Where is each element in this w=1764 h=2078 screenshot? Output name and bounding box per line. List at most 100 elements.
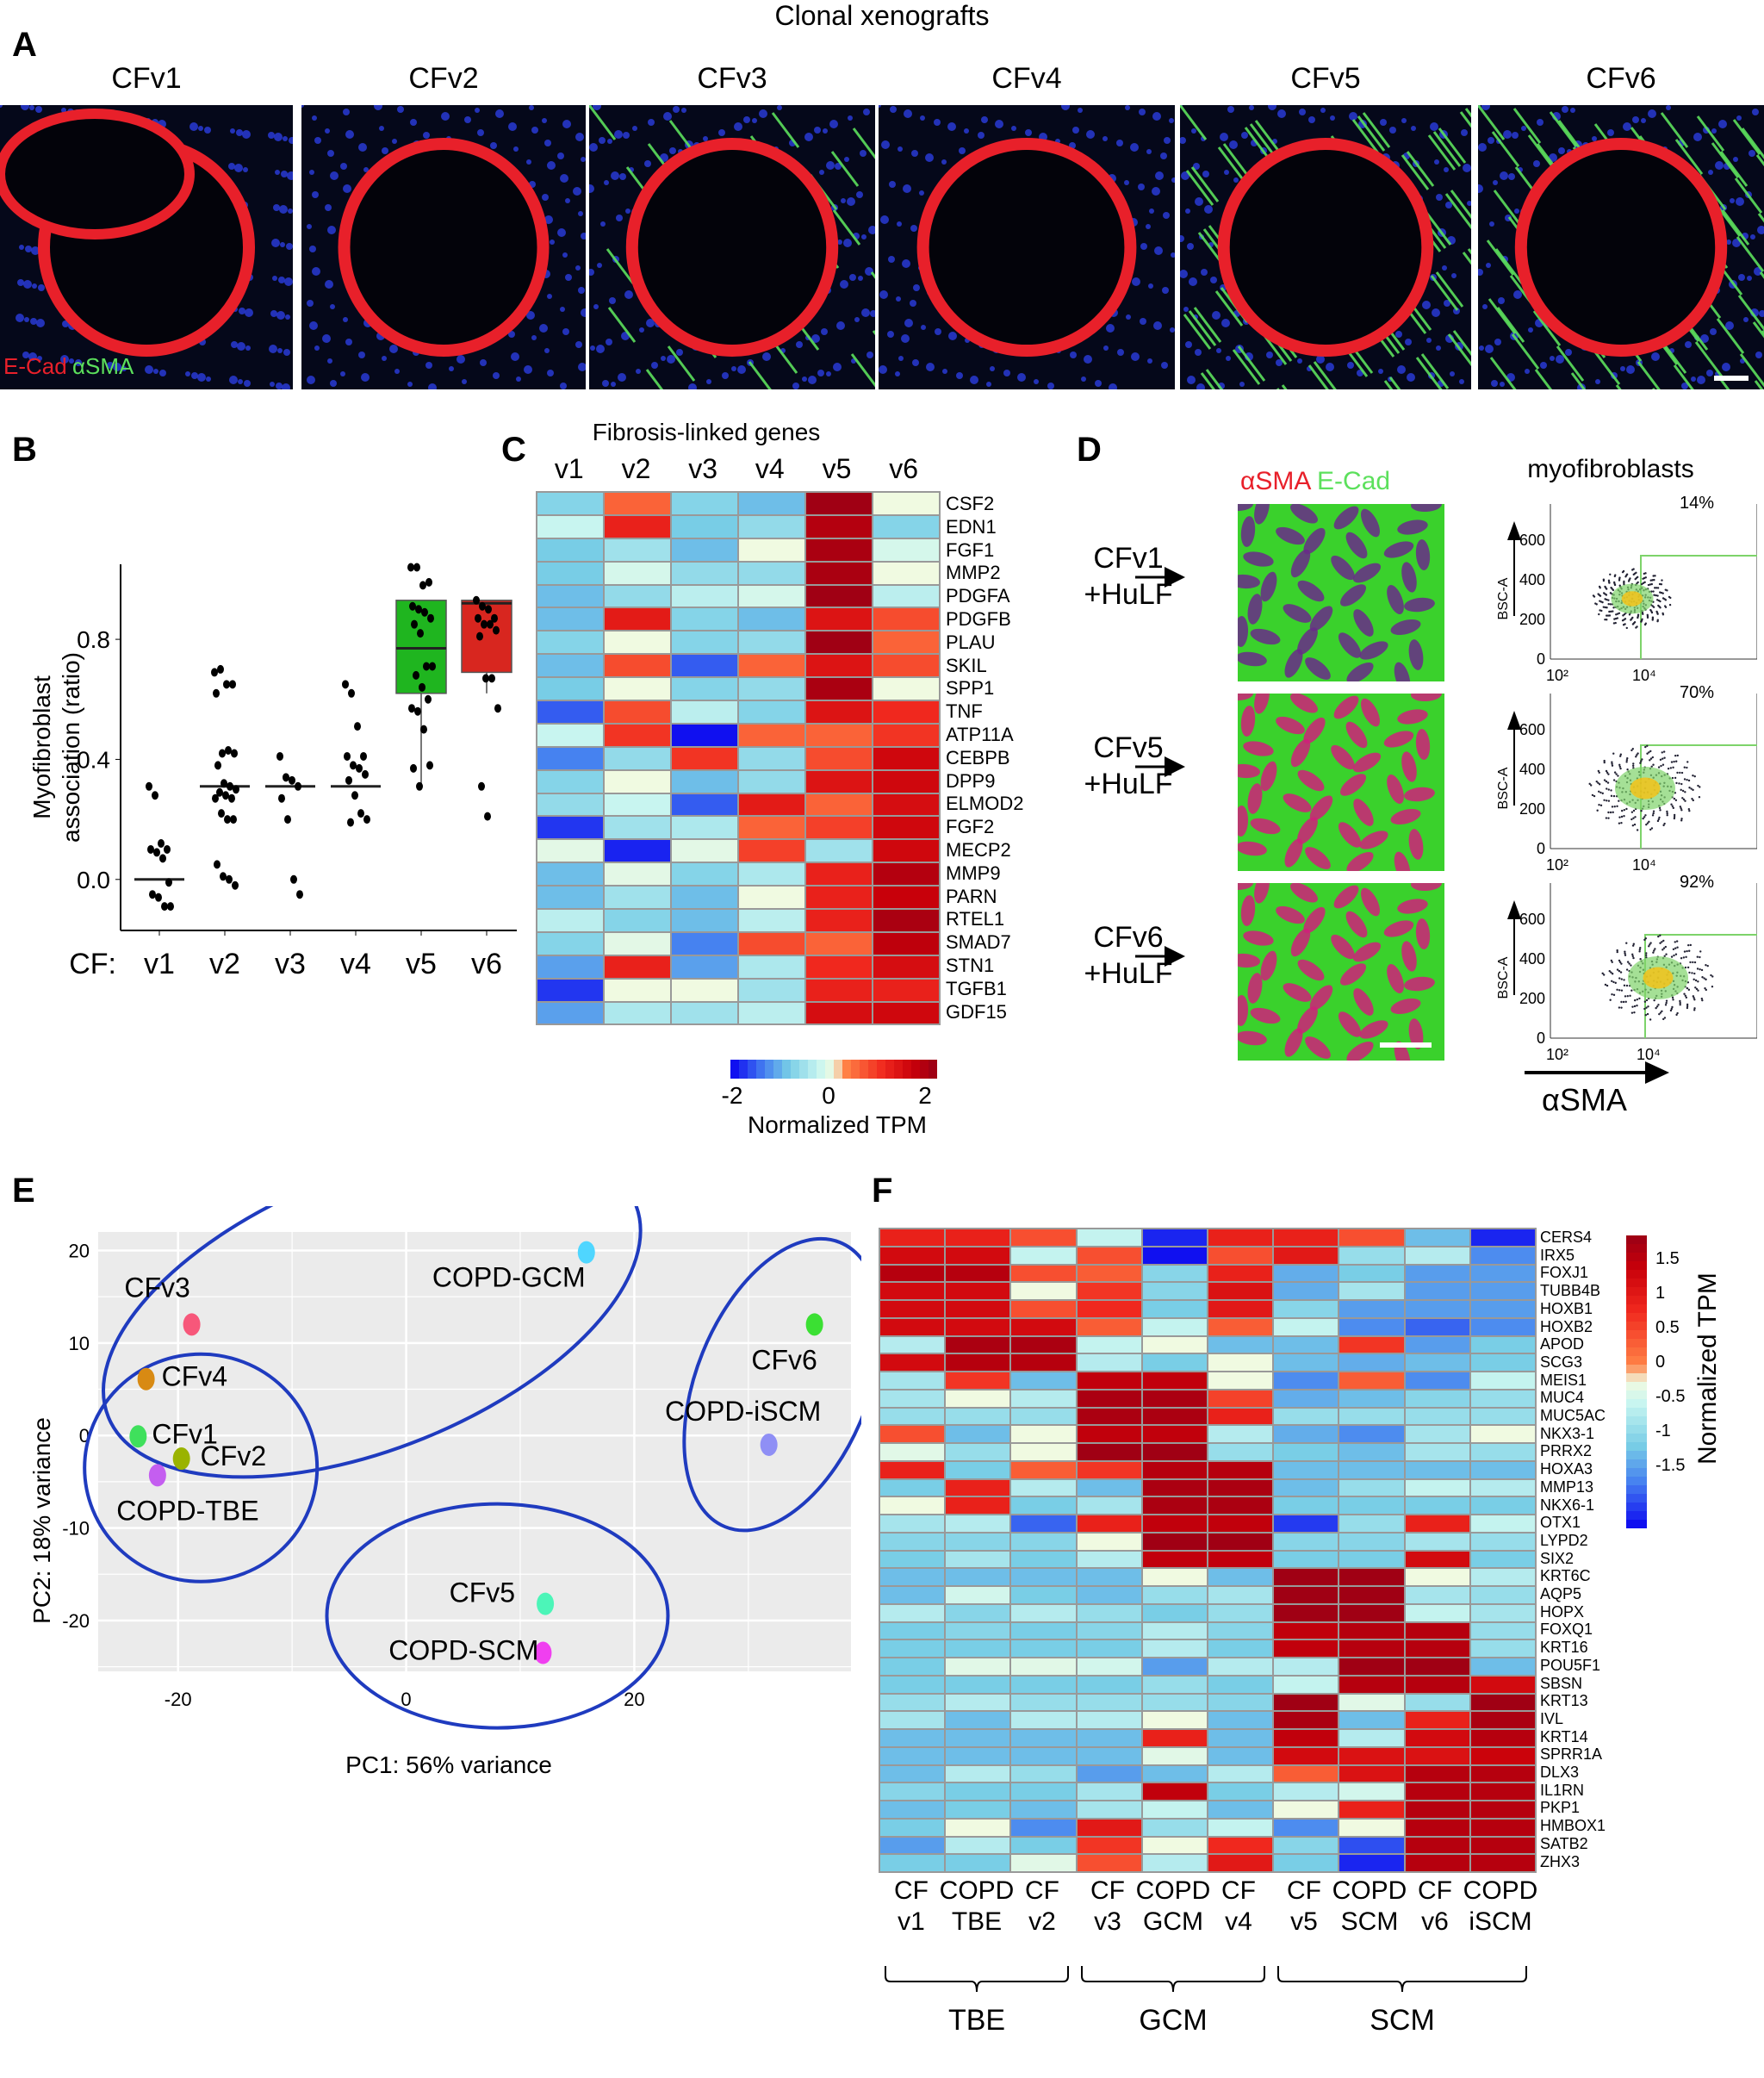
gene-label: CERS4 [1540,1229,1593,1246]
gene-label: MMP9 [946,862,1001,884]
heatmap-cell [1470,1604,1535,1621]
heatmap-cell [1077,1694,1141,1711]
heatmap-cell [1339,1229,1404,1246]
gene-label: ELMOD2 [946,793,1024,815]
heatmap-cell [1274,1229,1339,1246]
colorbar-step [1626,1503,1647,1511]
heatmap-cell [739,724,804,746]
heatmap-grid [536,491,941,1026]
colorbar-step [1626,1304,1647,1313]
heatmap-cell [1077,1408,1141,1425]
column-label-bottom: v1 [898,1907,925,1936]
heatmap-cell [1339,1622,1404,1639]
heatmap-cell [1208,1497,1273,1515]
heatmap-cell [880,1372,945,1389]
heatmap-cell [1208,1247,1273,1264]
heatmap-cell [672,562,737,584]
heatmap-cell [1274,1765,1339,1782]
heatmap-cell [946,1747,1010,1764]
heatmap-cell [739,979,804,1001]
gene-label: FOXQ1 [1540,1621,1593,1639]
svg-text:200: 200 [1519,800,1545,818]
heatmap-cell [1405,1247,1469,1264]
heatmap-cell [739,700,804,723]
heatmap-cell [946,1640,1010,1658]
colorbar-label: Normalized TPM [748,1111,927,1138]
column-label-bottom: v5 [1290,1907,1318,1936]
colorbar-step [1626,1373,1647,1382]
heatmap-cell [1208,1265,1273,1282]
gene-label: MMP2 [946,562,1001,584]
svg-text:COPD-TBE: COPD-TBE [116,1495,258,1526]
heatmap-cell [880,1390,945,1407]
heatmap-cell [880,1676,945,1693]
heatmap-cell [1339,1301,1404,1317]
colorbar-step [773,1060,782,1079]
heatmap-cell [1405,1676,1469,1693]
heatmap-cell [1405,1533,1469,1550]
gene-label: HOPX [1540,1602,1585,1621]
heatmap-cell [1011,1730,1076,1746]
colorbar-step [877,1060,885,1079]
heatmap-cell [1077,1640,1141,1658]
heatmap-cell [739,655,804,677]
heatmap-cell [1274,1855,1339,1872]
heatmap-cell [1011,1283,1076,1300]
heatmap-cell [1470,1622,1535,1639]
colorbar-step [1626,1399,1647,1408]
svg-text:400: 400 [1519,950,1545,967]
heatmap-cell [880,1855,945,1872]
heatmap-cell [1011,1765,1076,1782]
heatmap-cell [806,631,872,654]
heatmap-cell [1405,1461,1469,1478]
gene-label: HOXA3 [1540,1460,1593,1478]
heatmap-cell [946,1587,1010,1603]
gene-label: NKX6-1 [1540,1496,1595,1514]
heatmap-cell [672,493,737,514]
svg-text:20: 20 [69,1240,90,1261]
panel-d-title: myofibroblasts [1527,455,1694,483]
gene-label: LYPD2 [1540,1531,1588,1549]
heatmap-cell [1011,1479,1076,1496]
heatmap-cell [1142,1819,1207,1836]
heatmap-cell [873,585,939,607]
heatmap-cell [1339,1712,1404,1729]
heatmap-cell [1208,1622,1273,1639]
heatmap-cell [605,840,670,862]
heatmap-cell [880,1587,945,1603]
heatmap-cell [1208,1658,1273,1675]
heatmap-cell [1405,1640,1469,1658]
heatmap-cell [946,1730,1010,1746]
heatmap-cell [1274,1569,1339,1586]
colorbar-step [1626,1425,1647,1434]
heatmap-cell [880,1819,945,1836]
gene-label: MUC5AC [1540,1407,1606,1424]
heatmap-cell [1274,1336,1339,1353]
asma-legend: αSMA [1240,467,1310,495]
heatmap-cell [1405,1426,1469,1443]
heatmap-cell [1208,1551,1273,1568]
colorbar-step [1626,1408,1647,1416]
heatmap-cell [1077,1587,1141,1603]
heatmap-cell [537,863,603,886]
gene-label: KRT6C [1540,1567,1591,1585]
heatmap-cell [1011,1604,1076,1621]
colorbar-step [1626,1520,1647,1528]
arrow-icon [1135,754,1187,784]
heatmap-cell [946,1497,1010,1515]
heatmap-cell [1274,1658,1339,1675]
condition-label: CFv1 [1093,542,1164,575]
gene-label: SPRR1A [1540,1745,1603,1764]
heatmap-cell [1470,1247,1535,1264]
colorbar-step [885,1060,894,1079]
svg-text:-10: -10 [62,1518,90,1540]
heatmap-cell [1011,1515,1076,1532]
gene-label: PDGFB [946,608,1011,630]
heatmap-cell [1405,1837,1469,1854]
heatmap-cell [1142,1622,1207,1639]
heatmap-cell [1077,1247,1141,1264]
heatmap-cell [1077,1604,1141,1621]
heatmap-cell [1274,1783,1339,1801]
colorbar-tick: 0 [1655,1353,1666,1372]
heatmap-cell [1011,1408,1076,1425]
